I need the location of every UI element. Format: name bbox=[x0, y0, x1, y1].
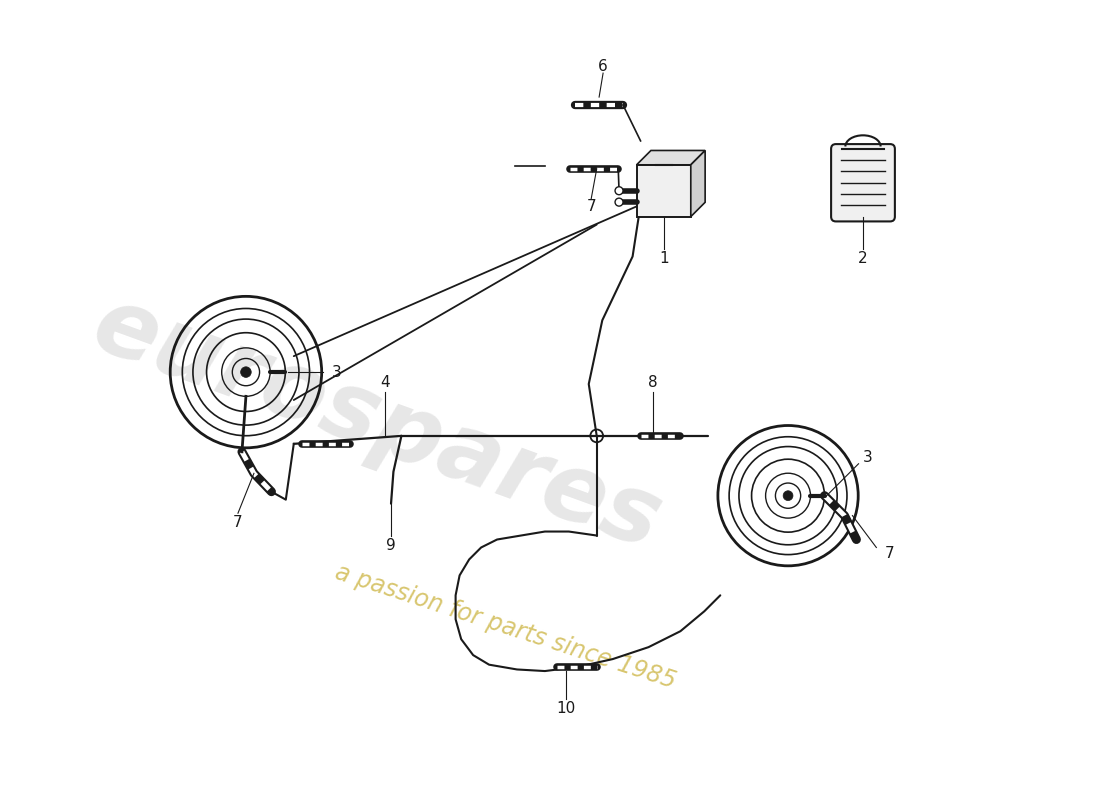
Text: 7: 7 bbox=[586, 198, 596, 214]
Text: eurospares: eurospares bbox=[81, 278, 674, 570]
Text: 7: 7 bbox=[884, 546, 894, 561]
Text: 3: 3 bbox=[862, 450, 872, 465]
Circle shape bbox=[241, 366, 251, 378]
Bar bbox=[637, 165, 691, 217]
Text: 1: 1 bbox=[659, 250, 669, 266]
Text: a passion for parts since 1985: a passion for parts since 1985 bbox=[331, 561, 679, 694]
Text: 7: 7 bbox=[233, 515, 243, 530]
Polygon shape bbox=[637, 150, 705, 165]
Polygon shape bbox=[691, 150, 705, 217]
Text: 2: 2 bbox=[858, 250, 868, 266]
Text: 4: 4 bbox=[381, 375, 390, 390]
Text: 6: 6 bbox=[598, 59, 608, 74]
Text: 10: 10 bbox=[557, 701, 576, 716]
Circle shape bbox=[615, 186, 623, 194]
Text: 8: 8 bbox=[648, 375, 658, 390]
Text: 3: 3 bbox=[331, 365, 341, 379]
Circle shape bbox=[615, 198, 623, 206]
Circle shape bbox=[783, 490, 793, 501]
FancyBboxPatch shape bbox=[832, 144, 895, 222]
Text: 9: 9 bbox=[386, 538, 396, 553]
